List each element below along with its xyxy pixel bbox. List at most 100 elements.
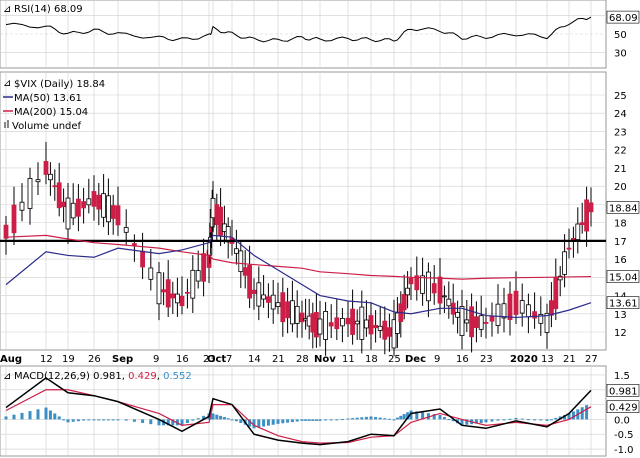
x-axis-label: 14 bbox=[248, 354, 261, 365]
candle-body bbox=[35, 179, 41, 183]
macd-line bbox=[5, 377, 592, 446]
candle-body bbox=[165, 279, 171, 308]
rsi-badge: 68.09 bbox=[606, 10, 640, 24]
macd-histogram-bar bbox=[378, 417, 382, 420]
x-axis-label: 9 bbox=[434, 354, 440, 365]
macd-histogram-bar bbox=[141, 419, 145, 423]
macd-histogram-bar bbox=[196, 418, 200, 420]
candle-body bbox=[377, 325, 383, 331]
chart-icon: ⊿ bbox=[3, 78, 11, 89]
x-axis-label: 21 bbox=[272, 354, 285, 365]
macd-histogram-bar bbox=[514, 417, 518, 420]
macd-tick-label: 0.0 bbox=[614, 415, 630, 426]
candle-body bbox=[115, 205, 121, 226]
macd-histogram-bar bbox=[248, 419, 252, 427]
candle-body bbox=[446, 298, 452, 307]
price-tick-label: 18 bbox=[614, 219, 627, 230]
x-axis-label: 7 bbox=[226, 354, 232, 365]
candle-body bbox=[513, 290, 519, 315]
candle-body bbox=[373, 324, 379, 329]
badge-box bbox=[606, 201, 640, 214]
macd-histogram-bar bbox=[490, 419, 494, 422]
candle-body bbox=[123, 227, 129, 233]
candle-body bbox=[270, 294, 276, 310]
x-axis-label: 26 bbox=[88, 354, 101, 365]
macd-histogram-bar bbox=[116, 419, 120, 421]
macd-tick-label: 1.5 bbox=[614, 371, 630, 382]
x-axis-label: 12 bbox=[40, 354, 53, 365]
macd-panel-frame bbox=[0, 365, 607, 457]
price-badge: 18.84 bbox=[606, 201, 640, 214]
macd-histogram-bar bbox=[281, 419, 285, 424]
macd-histogram-bar bbox=[508, 418, 512, 420]
macd-histogram-bar bbox=[496, 419, 500, 421]
macd-histogram-bar bbox=[48, 410, 52, 420]
candle-body bbox=[334, 317, 340, 330]
candle-body bbox=[437, 276, 443, 304]
x-axis-label: 23 bbox=[480, 354, 493, 365]
x-axis-label: 9 bbox=[153, 354, 159, 365]
macd-histogram-bar bbox=[132, 419, 136, 422]
candle-body bbox=[161, 289, 167, 293]
candle-body bbox=[265, 296, 271, 303]
macd-histogram-bar bbox=[66, 419, 70, 423]
macd-histogram-bar bbox=[28, 411, 32, 420]
candle-body bbox=[81, 201, 86, 209]
macd-histogram-bar bbox=[442, 417, 446, 420]
candle-body bbox=[507, 293, 513, 321]
macd-histogram-bar bbox=[222, 417, 226, 420]
ma50-badge: 13.61 bbox=[606, 296, 640, 310]
macd-histogram-bar bbox=[180, 419, 184, 426]
macd-histogram-bar bbox=[191, 419, 195, 421]
price-tick-label: 17 bbox=[614, 237, 627, 248]
candle-body bbox=[544, 312, 550, 333]
macd-histogram-bar bbox=[219, 415, 223, 420]
macd-histogram-bar bbox=[36, 409, 40, 420]
candle-body bbox=[526, 304, 531, 318]
macd-histogram-bar bbox=[539, 419, 543, 421]
x-axis-label: 18 bbox=[365, 354, 378, 365]
price-tick-label: 25 bbox=[614, 91, 627, 102]
macd-histogram-bar bbox=[402, 414, 406, 420]
macd-histogram-bar bbox=[62, 419, 66, 421]
candle-body bbox=[553, 276, 559, 310]
candle-body bbox=[179, 295, 185, 307]
macd-histogram-bar bbox=[215, 414, 219, 420]
candle-body bbox=[532, 311, 537, 319]
badge-text: 18.84 bbox=[609, 203, 638, 214]
candle-body bbox=[323, 311, 329, 340]
x-axis-label: 19 bbox=[62, 354, 75, 365]
macd-histogram-bar bbox=[383, 418, 387, 420]
candle-body bbox=[170, 293, 176, 299]
macd-histogram-bar bbox=[271, 419, 275, 425]
macd-histogram-bar bbox=[257, 419, 261, 428]
candle-body bbox=[473, 316, 479, 328]
candle-body bbox=[359, 306, 365, 340]
candle-body bbox=[588, 202, 594, 213]
ma200-legend-label: MA(200) 15.04 bbox=[14, 107, 88, 118]
candle-body bbox=[382, 320, 388, 340]
macd-histogram-bar bbox=[166, 419, 170, 426]
macd-histogram-bar bbox=[252, 419, 256, 429]
volume-legend-label: Volume undef bbox=[12, 121, 82, 132]
candle-body bbox=[156, 272, 162, 305]
candle-body bbox=[140, 250, 146, 268]
macd-legend: ⊿ MACD(12,26,9) 0.981, 0.429, 0.552 bbox=[3, 371, 192, 382]
price-tick-label: 21 bbox=[614, 164, 627, 175]
candle-body bbox=[3, 224, 9, 239]
macd-histogram-bar bbox=[92, 419, 96, 421]
macd-histogram-bar bbox=[318, 419, 322, 421]
macd-histogram-bar bbox=[276, 419, 280, 424]
x-axis-label: 21 bbox=[563, 354, 576, 365]
macd-histogram-bar bbox=[438, 414, 442, 420]
macd-histogram-bar bbox=[406, 412, 410, 420]
macd-histogram-bar bbox=[364, 416, 368, 420]
macd-histogram-bar bbox=[563, 414, 567, 420]
candle-body bbox=[190, 269, 196, 299]
macd-histogram-bar bbox=[426, 413, 430, 420]
candle-body bbox=[575, 223, 581, 241]
macd-histogram-bar bbox=[479, 419, 483, 423]
macd-histogram-bar bbox=[355, 417, 359, 420]
candle-body bbox=[339, 318, 345, 327]
